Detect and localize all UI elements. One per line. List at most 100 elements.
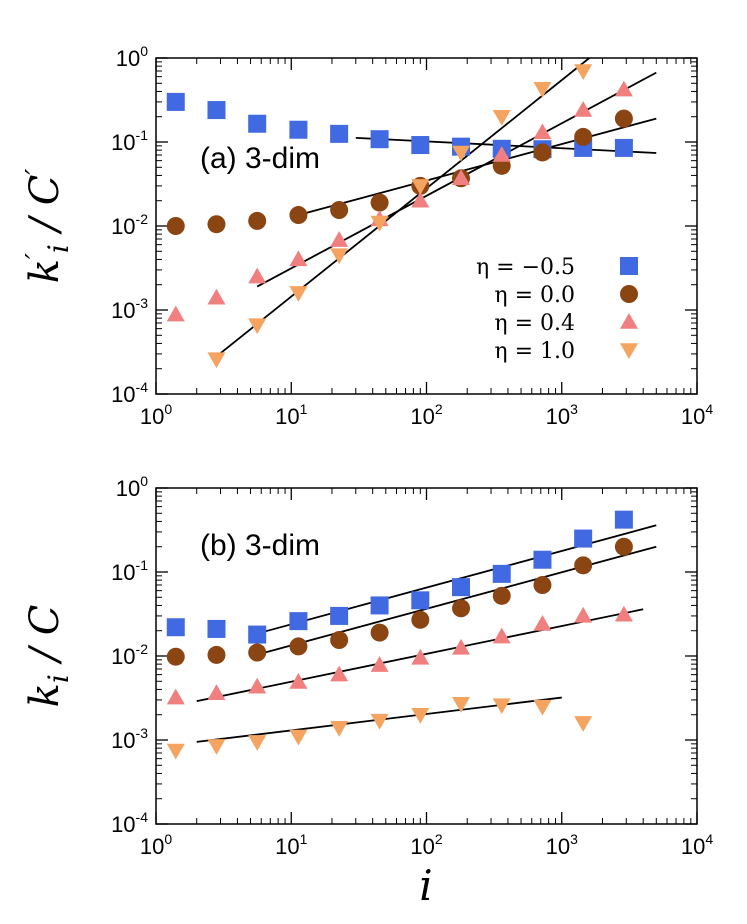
- data-point-triangle-up: [492, 627, 511, 644]
- data-point-triangle-up: [614, 80, 633, 97]
- data-point-square: [452, 578, 471, 597]
- y-tick-label: 100: [116, 43, 148, 71]
- data-points: [166, 64, 633, 369]
- ylabel-slash: / C: [22, 605, 68, 675]
- data-point-triangle-up: [289, 673, 308, 689]
- panel-annotation: (b) 3-dim: [200, 529, 320, 562]
- data-point-circle: [533, 576, 552, 595]
- x-tick-label: 101: [275, 401, 307, 429]
- y-tick-label: 10-3: [111, 725, 148, 753]
- data-point-circle: [533, 143, 552, 162]
- data-point-triangle-down: [411, 179, 430, 195]
- ylabel-k: k: [22, 683, 68, 707]
- panel-a: 100 101 102 103 104 10-4 10-3 10-2 10-1 100 (a) 3…: [21, 43, 713, 429]
- data-point-triangle-up: [289, 250, 308, 267]
- panel-b: 100 101 102 103 104 10-4 10-3 10-2 10-1 100 (b) 3…: [22, 473, 713, 910]
- data-point-triangle-down: [166, 743, 185, 760]
- data-point-triangle-up: [166, 688, 185, 705]
- data-point-circle: [614, 537, 633, 556]
- legend-entry-label: η = 0.4: [494, 311, 575, 336]
- fit-lines: [215, 57, 657, 358]
- data-point-circle: [248, 643, 267, 662]
- x-tick-label: 103: [546, 401, 578, 429]
- y-tick-label: 100: [116, 473, 148, 501]
- data-point-circle: [207, 215, 226, 234]
- data-point-square: [330, 606, 349, 625]
- data-point-square: [370, 130, 389, 149]
- data-point-triangle-up: [330, 665, 349, 682]
- data-point-triangle-up: [614, 605, 633, 622]
- x-axis-label: i: [419, 861, 432, 910]
- data-point-square: [207, 101, 226, 120]
- data-point-circle: [166, 217, 185, 235]
- legend: η = −0.5 η = 0.0 η = 0.4 η = 1.0: [476, 255, 638, 364]
- data-point-triangle-down: [492, 698, 511, 715]
- data-point-circle: [370, 193, 389, 212]
- data-point-square: [614, 510, 633, 529]
- ylabel-sub-i: i: [42, 244, 75, 253]
- data-point-triangle-up: [452, 169, 471, 186]
- plot-frame: [155, 57, 698, 395]
- y-axis-label: ki / C: [22, 605, 75, 708]
- data-point-circle: [330, 631, 349, 650]
- data-point-triangle-up: [533, 615, 552, 631]
- x-tick-label: 100: [140, 831, 172, 859]
- data-point-circle: [574, 127, 593, 146]
- x-tick-label: 101: [275, 831, 307, 859]
- data-point-square: [166, 92, 185, 111]
- data-point-triangle-down: [330, 720, 349, 737]
- data-point-square: [614, 138, 633, 157]
- y-tick-label: 10-4: [111, 809, 148, 837]
- y-tick-label: 10-2: [111, 641, 148, 669]
- data-point-triangle-down: [492, 109, 511, 126]
- data-point-square: [289, 612, 308, 631]
- data-point-square: [370, 596, 389, 615]
- data-point-triangle-down: [574, 64, 593, 81]
- data-point-triangle-down: [289, 286, 308, 302]
- data-point-triangle-down: [370, 713, 389, 730]
- data-point-triangle-down: [533, 699, 552, 716]
- data-point-square: [166, 618, 185, 637]
- svg-text:ki / C: ki / C: [22, 605, 75, 708]
- y-tick-label: 10-3: [111, 295, 148, 323]
- data-point-circle: [289, 637, 308, 656]
- ylabel-prime-2: ′: [21, 169, 51, 175]
- data-point-circle: [614, 109, 633, 128]
- data-point-circle: [492, 586, 511, 605]
- data-point-square: [533, 550, 552, 569]
- data-point-square: [492, 564, 511, 583]
- data-point-square: [289, 120, 308, 139]
- data-point-square: [574, 529, 593, 548]
- data-point-triangle-down: [533, 82, 552, 98]
- y-tick-label: 10-1: [111, 557, 148, 585]
- data-point-circle: [330, 201, 349, 220]
- x-tick-label: 104: [681, 401, 713, 429]
- data-point-triangle-up: [411, 191, 430, 208]
- ylabel-sub-i: i: [42, 674, 75, 683]
- data-point-square: [248, 625, 267, 644]
- data-point-square: [207, 619, 226, 638]
- data-point-triangle-up: [574, 101, 593, 117]
- data-point-triangle-down: [574, 716, 593, 732]
- fit-line: [215, 57, 590, 358]
- svg-text:k′i / C′: k′i / C′: [21, 169, 75, 284]
- y-axis-label: k′i / C′: [21, 169, 75, 284]
- data-point-triangle-up: [452, 638, 471, 655]
- data-point-circle: [370, 623, 389, 642]
- data-point-triangle-down: [207, 352, 226, 369]
- legend-marker: [620, 313, 638, 329]
- ylabel-prime: ′: [21, 253, 51, 259]
- fit-line: [298, 117, 657, 216]
- y-tick-label: 10-1: [111, 127, 148, 155]
- data-point-triangle-up: [207, 684, 226, 701]
- axis-ticks: 100 101 102 103 104 10-4 10-3 10-2 10-1 100: [111, 473, 713, 859]
- data-point-triangle-up: [248, 677, 267, 694]
- panel-annotation: (a) 3-dim: [200, 142, 320, 175]
- legend-entry-label: η = 0.0: [494, 283, 575, 308]
- data-point-circle: [248, 211, 267, 230]
- data-point-triangle-down: [207, 739, 226, 755]
- data-point-square: [330, 124, 349, 143]
- legend-entry-label: η = −0.5: [476, 255, 575, 280]
- data-point-triangle-up: [370, 656, 389, 672]
